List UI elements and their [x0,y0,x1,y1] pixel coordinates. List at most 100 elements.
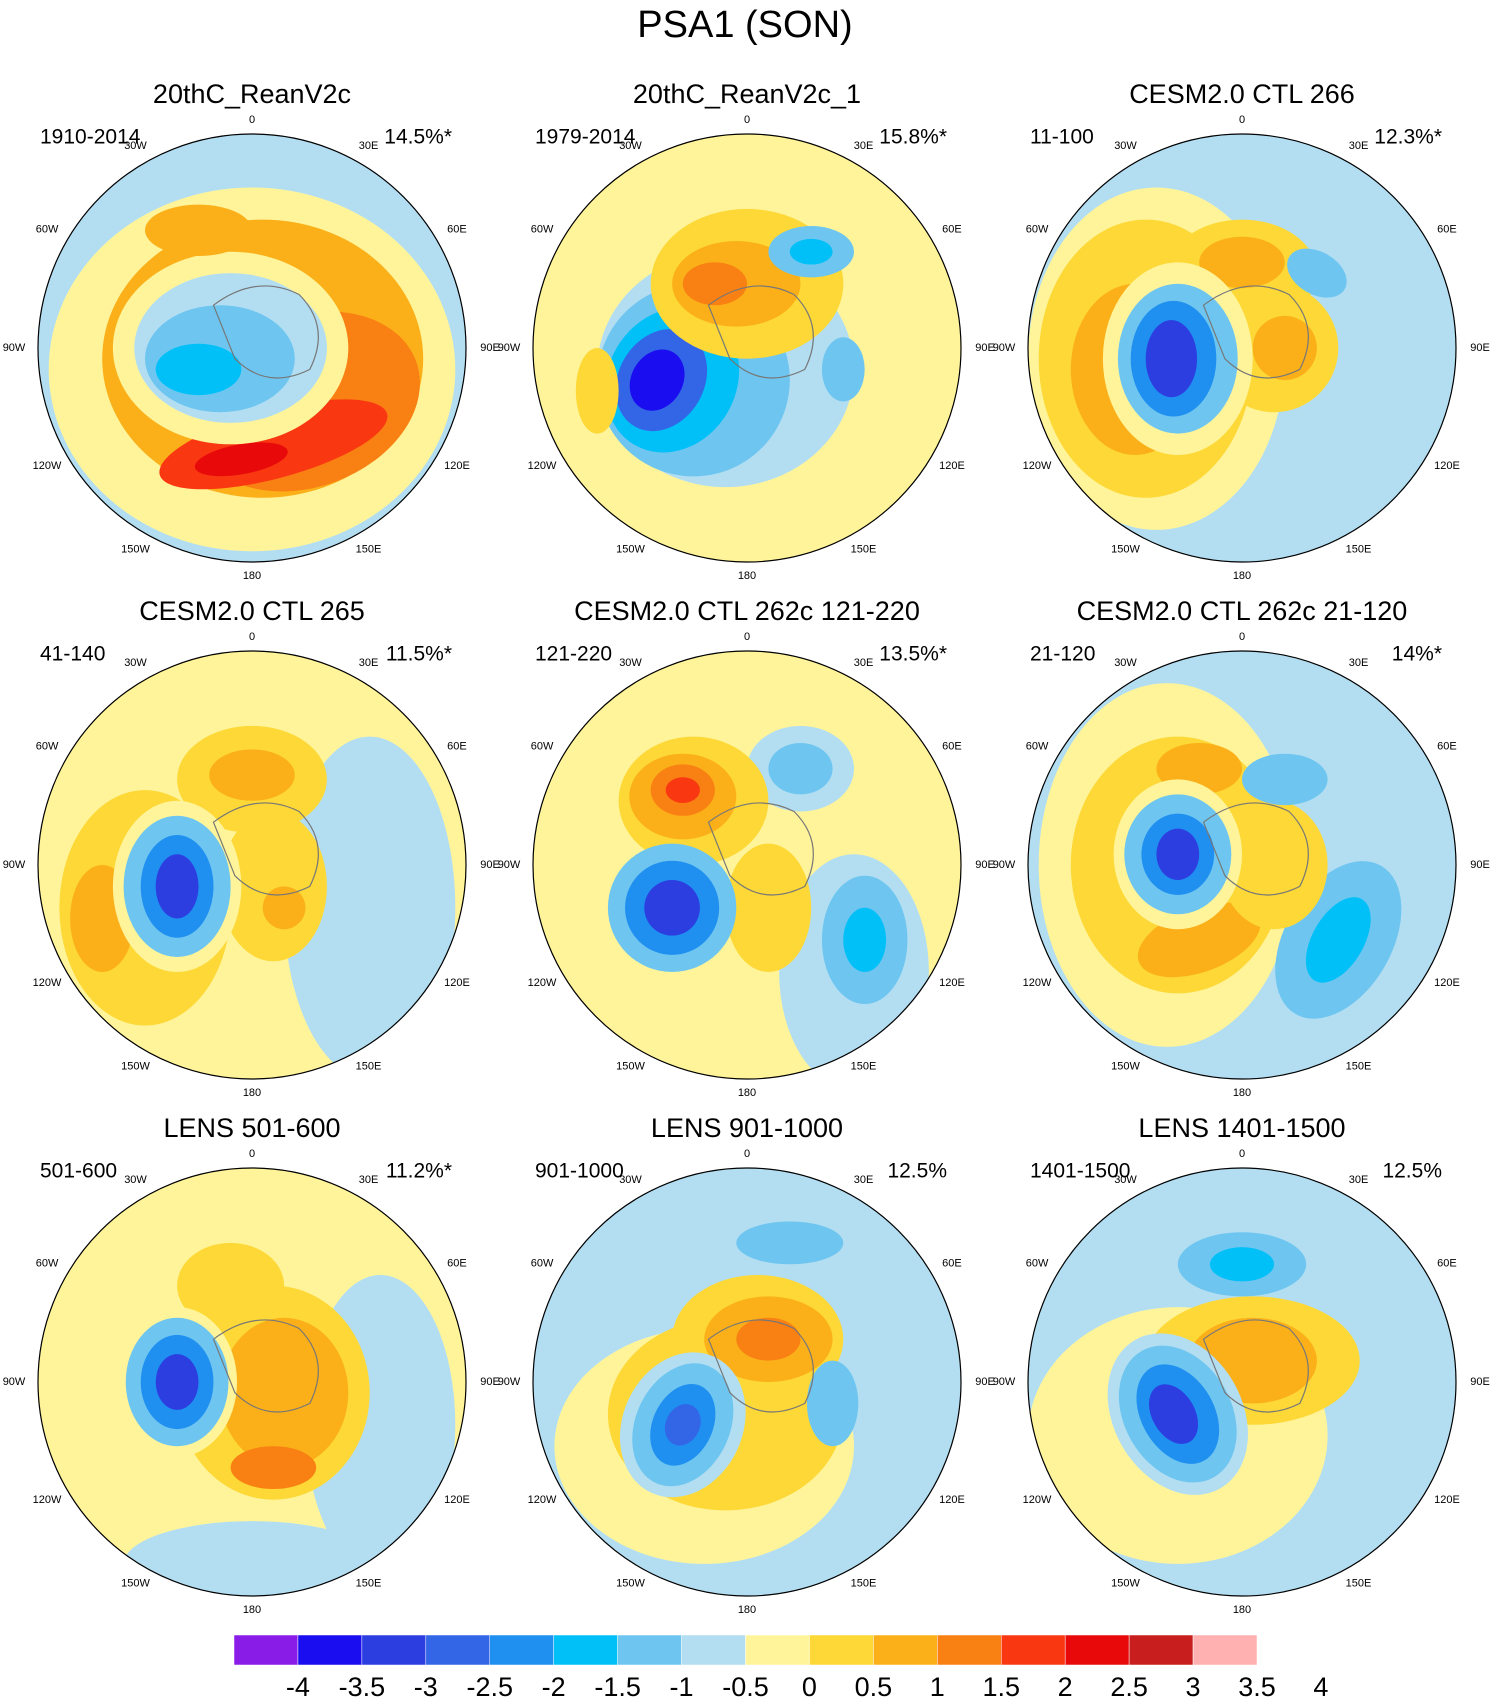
map-border [37,650,467,1080]
map-border [532,1167,962,1597]
map-panel: LENS 1401-1500 1401-1500 12.5% 0 30E 60E 90E 12… [993,1113,1490,1616]
colorbar-label: -0.5 [722,1672,769,1702]
panel-title: CESM2.0 CTL 262c 121-220 [574,596,920,626]
longitude-label: 60E [1437,741,1457,753]
colorbar-swatch [873,1634,938,1666]
longitude-label: 120E [1434,977,1460,989]
map-border [37,133,467,563]
longitude-label: 60E [942,224,962,236]
panel-period: 501-600 [40,1160,117,1183]
longitude-label: 90W [3,1376,26,1388]
longitude-label: 90E [1470,859,1490,871]
longitude-label: 30W [1114,140,1137,152]
contour-field [533,134,961,562]
panel-variance: 13.5%* [879,643,947,666]
longitude-label: 150E [1346,1061,1372,1073]
contour-region [736,1317,801,1361]
colorbar-label: 1 [930,1672,945,1702]
contour-region [768,743,833,795]
panel-variance: 11.2%* [386,1160,452,1183]
map-border [37,1167,467,1597]
longitude-label: 60E [1437,224,1457,236]
longitude-label: 30W [124,140,147,152]
longitude-label: 150E [851,1578,877,1590]
contour-field [38,1168,466,1596]
figure-title: PSA1 (SON) [637,4,852,46]
longitude-label: 180 [738,1604,756,1616]
longitude-label: 120W [33,977,62,989]
colorbar-swatch [425,1634,490,1666]
longitude-label: 120E [939,1494,965,1506]
longitude-label: 30E [854,1174,874,1186]
contour-region [1149,1384,1199,1444]
longitude-label: 120W [33,1494,62,1506]
longitude-label: 30E [1349,1174,1369,1186]
colorbar-label: -2 [542,1672,566,1702]
colorbar-label: 3 [1186,1672,1201,1702]
map-border [1027,650,1457,1080]
map-panel: CESM2.0 CTL 262c 21-120 21-120 14%* 0 30E 60E… [993,596,1490,1099]
contour-region [665,777,700,803]
colorbar-label: 2 [1058,1672,1073,1702]
contour-region [155,1354,199,1410]
panel-variance: 15.8%* [879,126,947,149]
panel-period: 1401-1500 [1030,1160,1130,1183]
longitude-label: 150W [1111,1061,1140,1073]
map-panel: CESM2.0 CTL 266 11-100 12.3%* 0 30E 60E 90E 120… [993,79,1490,582]
longitude-label: 0 [249,1148,255,1160]
contour-region [629,349,685,411]
longitude-label: 120W [1023,1494,1052,1506]
longitude-label: 30W [124,657,147,669]
coastline [212,285,319,379]
longitude-label: 90E [480,342,500,354]
longitude-label: 60E [447,224,467,236]
longitude-label: 120E [444,977,470,989]
panel-variance: 11.5%* [386,643,452,666]
longitude-label: 180 [1233,570,1251,582]
contour-region [1305,897,1371,983]
panel-period: 121-220 [535,643,612,666]
colorbar-swatch [297,1634,363,1666]
colorbar-swatch [681,1634,746,1666]
longitude-label: 120E [444,1494,470,1506]
longitude-label: 150W [1111,544,1140,556]
longitude-label: 90E [480,859,500,871]
contour-field [533,651,961,1079]
colorbar-swatch [553,1634,618,1666]
coastline [212,1319,319,1413]
longitude-label: 150E [1346,1578,1372,1590]
longitude-label: 30W [1114,1174,1137,1186]
longitude-label: 120W [528,977,557,989]
colorbar-label: 0.5 [855,1672,893,1702]
contour-region [644,879,700,936]
longitude-label: 150W [121,1061,150,1073]
panel-variance: 12.3%* [1374,126,1442,149]
contour-region [1209,1247,1275,1282]
colorbar-label: 1.5 [982,1672,1020,1702]
longitude-label: 150W [1111,1578,1140,1590]
contour-region [219,811,327,962]
longitude-label: 60E [942,1258,962,1270]
colorbar-swatch [1192,1634,1258,1666]
contour-region [145,204,252,256]
colorbar-swatch [489,1634,554,1666]
colorbar-label: 4 [1313,1672,1328,1702]
coastline [212,802,319,896]
coastline [1202,802,1309,896]
colorbar-swatch [617,1634,682,1666]
longitude-label: 90W [993,1376,1016,1388]
longitude-label: 30E [1349,140,1369,152]
longitude-label: 30W [124,1174,147,1186]
longitude-label: 30W [619,657,642,669]
longitude-label: 90W [3,859,26,871]
map-panel: CESM2.0 CTL 265 41-140 11.5%* 0 30E 60E 90E 120… [3,596,500,1099]
map-panel: 20thC_ReanV2c_1 1979-2014 15.8%* 0 30E 60E 90E… [498,79,995,582]
longitude-label: 120E [939,977,965,989]
panel-variance: 14.5%* [384,126,452,149]
contour-region [664,1404,701,1446]
longitude-label: 60W [531,224,554,236]
longitude-label: 90E [975,1376,995,1388]
longitude-label: 150E [1346,544,1372,556]
contour-region [155,343,242,396]
longitude-label: 180 [243,1604,261,1616]
